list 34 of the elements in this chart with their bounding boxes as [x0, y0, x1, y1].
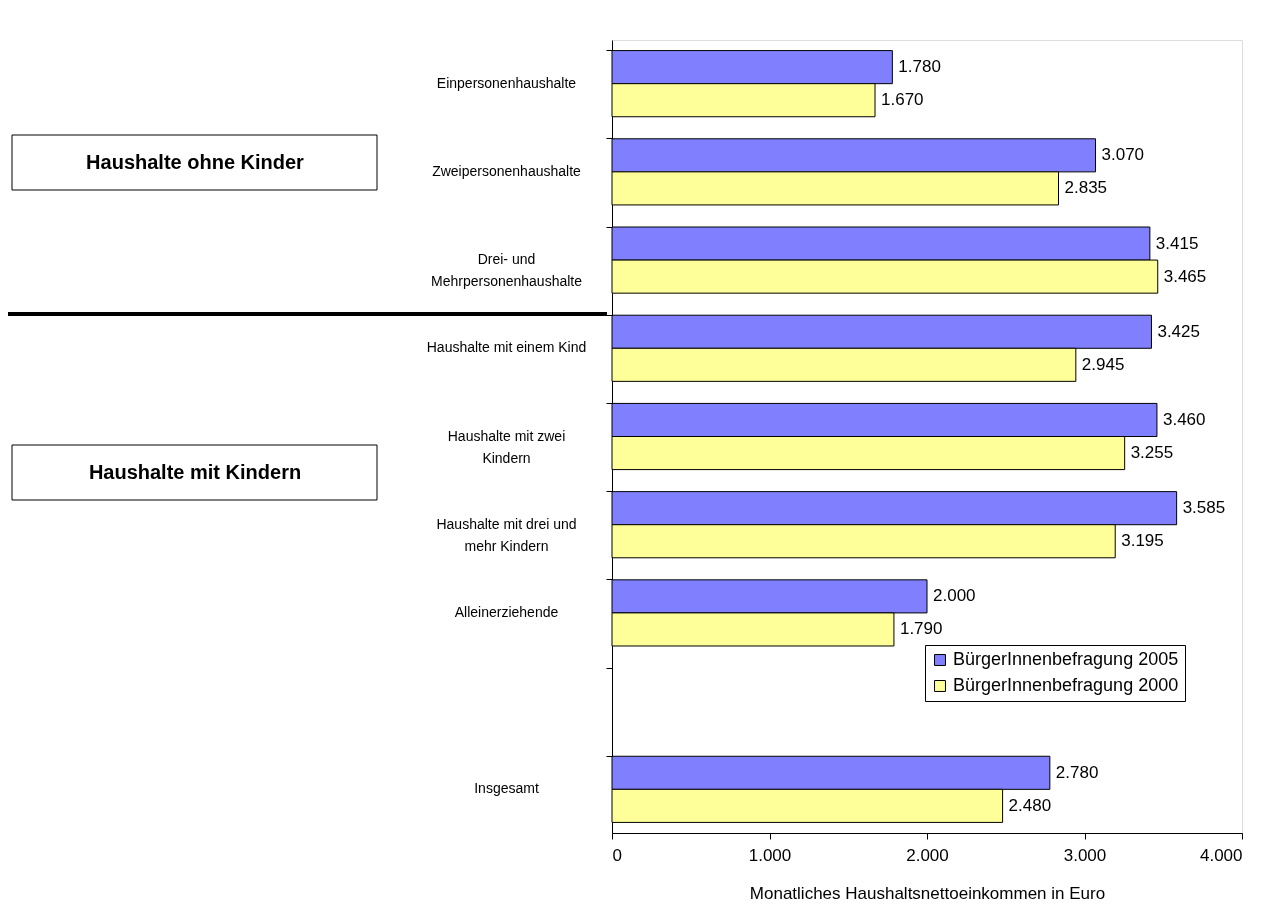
data-label: 3.465: [1163, 266, 1207, 286]
data-label: 2.480: [1008, 795, 1052, 815]
data-label: 2.780: [1055, 762, 1099, 782]
y-tick-label: Zweipersonenhaushalte: [432, 162, 582, 179]
data-label: 1.780: [898, 57, 941, 77]
data-label: 2.000: [933, 586, 976, 606]
y-tick-label: Haushalte mit drei und mehr Kindern: [436, 515, 577, 554]
x-tick-label: 3.000: [1063, 845, 1107, 865]
text: Haushalte mit Kindern: [88, 460, 302, 483]
text: Haushalte ohne Kinder: [86, 150, 305, 173]
legend-label: BürgerInnenbefragung 2005: [953, 649, 1179, 669]
data-label: 3.070: [1101, 145, 1145, 165]
data-label: 1.670: [881, 90, 924, 110]
y-tick-label: Alleinerziehende: [454, 603, 559, 620]
data-label: 3.195: [1121, 531, 1164, 551]
data-label: 3.255: [1130, 443, 1174, 463]
y-tick-label: Insgesamt: [474, 780, 539, 797]
legend-label: BürgerInnenbefragung 2000: [953, 675, 1179, 695]
data-label: 3.585: [1182, 498, 1226, 518]
x-tick-label: 4.000: [1199, 845, 1243, 865]
data-label: 3.415: [1155, 233, 1199, 253]
data-label: 1.790: [899, 619, 943, 639]
y-tick-label: Einpersonenhaushalte: [436, 74, 577, 91]
y-tick-label: Drei- und Mehrpersonenhaushalte: [431, 251, 583, 290]
x-tick-label: 0: [612, 845, 622, 865]
y-tick-label: Haushalte mit einem Kind: [426, 339, 587, 356]
data-label: 3.460: [1162, 409, 1206, 429]
x-tick-label: 2.000: [906, 845, 949, 865]
data-label: 3.425: [1157, 321, 1200, 341]
x-tick-label: 1.000: [748, 845, 792, 865]
x-axis-title: Monatliches Haushaltsnettoeinkommen in Euro: [749, 883, 1106, 903]
data-label: 2.835: [1064, 178, 1108, 198]
y-tick-label: Haushalte mit zwei Kindern: [447, 427, 566, 466]
data-label: 2.945: [1081, 354, 1125, 374]
